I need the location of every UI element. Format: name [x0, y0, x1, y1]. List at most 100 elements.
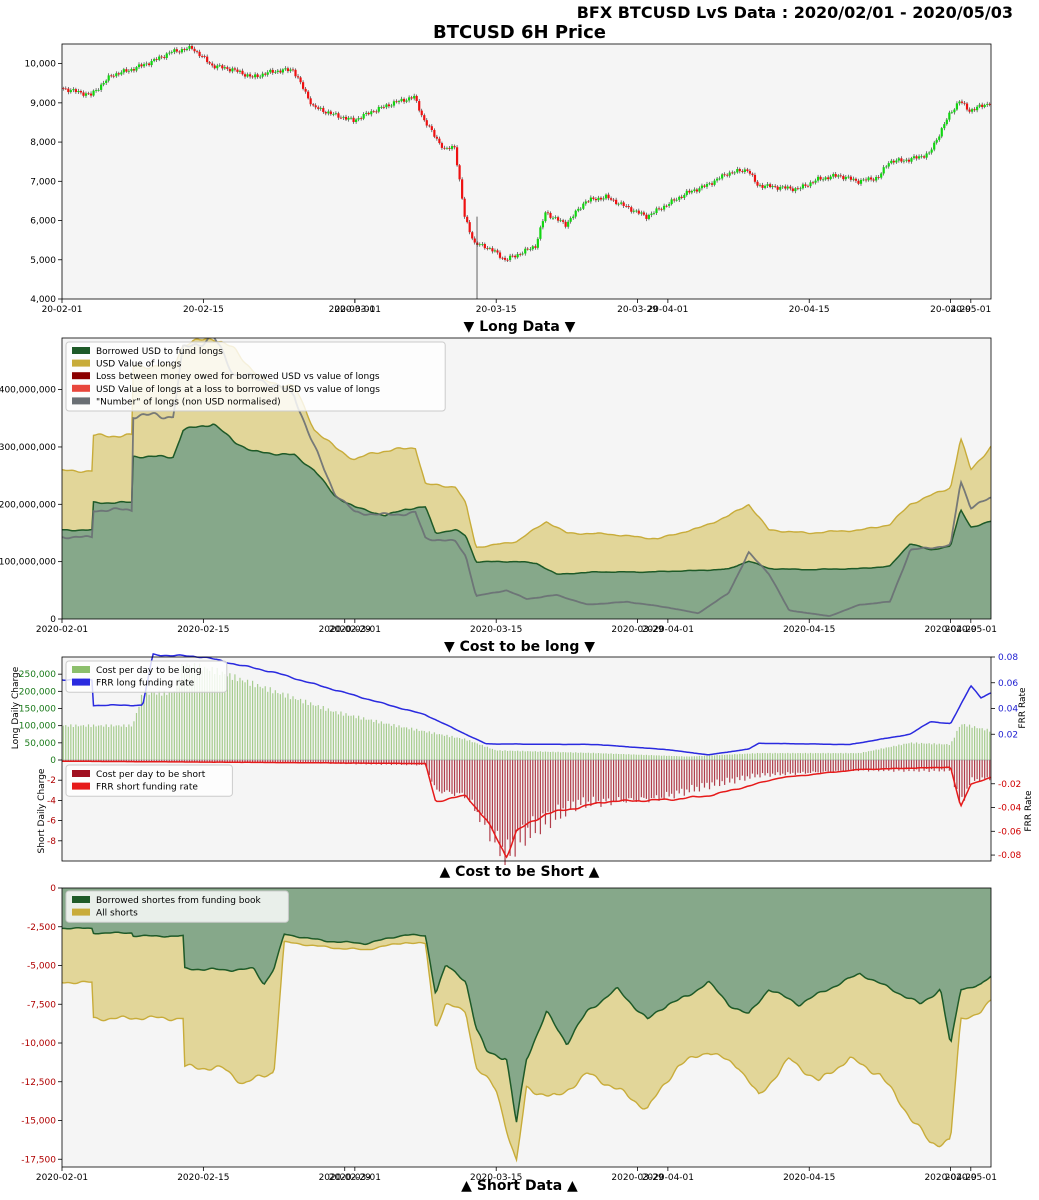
price-candle-body — [122, 69, 125, 73]
price-candle-body — [112, 75, 115, 77]
price-candle — [337, 111, 340, 120]
price-candle-body — [945, 119, 948, 125]
price-ytick-label: 6,000 — [30, 217, 56, 227]
price-candle-body — [854, 178, 858, 181]
price-candle-body — [920, 156, 923, 158]
price-candle — [915, 154, 918, 161]
price-candle — [400, 96, 403, 103]
price-candle-body — [907, 159, 911, 162]
price-candle — [117, 71, 120, 77]
price-candle-body — [453, 146, 456, 148]
price-candle — [266, 70, 269, 77]
price-candle-body — [683, 194, 686, 198]
price-candle — [329, 109, 332, 116]
price-candle — [776, 185, 779, 192]
price-candle — [748, 168, 752, 176]
price-candle-body — [450, 146, 454, 149]
price-candle — [158, 54, 161, 62]
price-candle — [453, 144, 456, 150]
price-candle — [178, 50, 181, 55]
price-candle — [165, 52, 168, 60]
price-candle-body — [261, 73, 264, 77]
price-candle — [69, 88, 72, 94]
price-candle-body — [281, 69, 284, 73]
price-candle-body — [266, 72, 269, 75]
price-candle-body — [246, 74, 249, 77]
price-candle — [844, 175, 847, 182]
price-candle-body — [769, 184, 772, 188]
cost-long-ytick-right-label: 0.02 — [998, 730, 1018, 740]
price-candle-body — [960, 101, 964, 103]
price-candle-body — [415, 95, 418, 102]
price-candle-body — [536, 238, 539, 248]
price-candle-body — [319, 107, 322, 109]
price-candle — [324, 110, 327, 116]
price-candle-body — [710, 183, 714, 185]
price-candle-body — [587, 201, 590, 203]
price-candle-body — [155, 59, 158, 60]
price-candle-body — [869, 177, 873, 180]
price-candle — [668, 202, 671, 208]
price-candle-body — [943, 124, 946, 129]
price-candle — [173, 47, 176, 55]
price-candle-body — [935, 139, 938, 143]
price-candle — [259, 74, 262, 79]
price-ytick-label: 7,000 — [30, 177, 56, 187]
price-candle-body — [650, 213, 653, 215]
price-candle-body — [69, 90, 72, 93]
price-candle-body — [627, 206, 630, 208]
price-candle — [801, 182, 805, 190]
cost-long-ytick-right-label: 0.04 — [998, 705, 1018, 715]
price-candle — [612, 197, 615, 202]
price-candle-body — [890, 160, 893, 164]
price-candle — [190, 44, 194, 51]
price-candle-body — [142, 64, 146, 67]
price-candle — [756, 179, 759, 188]
price-candle-body — [529, 249, 532, 250]
price-candle-body — [695, 189, 699, 192]
price-candle-body — [317, 107, 320, 109]
cost-long-ytick-label: 100,000 — [19, 722, 56, 732]
long-legend-label: USD Value of longs — [96, 360, 182, 370]
price-candle — [241, 68, 244, 76]
price-candle — [738, 167, 741, 174]
price-candle — [597, 195, 600, 202]
price-candle — [602, 196, 605, 202]
price-candle-body — [622, 202, 625, 206]
price-candle-body — [339, 117, 343, 119]
price-candle-body — [766, 184, 769, 186]
cost-long-title: ▼ Cost to be long ▼ — [443, 639, 596, 655]
price-candle — [650, 211, 653, 218]
price-candle-body — [786, 186, 789, 189]
price-candle-body — [617, 203, 620, 205]
price-candle — [806, 184, 810, 188]
cost-short-legend-box — [65, 764, 233, 797]
price-candle — [218, 63, 221, 67]
price-candle — [627, 204, 630, 210]
short-xtick-label: 2020-04-29 — [924, 1173, 977, 1183]
price-candle-body — [198, 51, 201, 57]
price-candle-body — [117, 73, 120, 75]
price-candle — [62, 86, 65, 91]
price-candle-body — [190, 45, 194, 49]
price-candle-body — [163, 57, 166, 58]
price-candle-body — [690, 190, 693, 193]
short-xtick-label: 2020-03-15 — [470, 1173, 522, 1183]
price-candle — [153, 57, 156, 63]
long-xtick-label: 2020-04-01 — [642, 625, 694, 635]
price-candle-body — [168, 52, 171, 54]
price-candle-body — [784, 186, 787, 189]
price-candle — [203, 54, 206, 59]
short-ytick-label: -15,000 — [21, 1117, 56, 1127]
price-candle-body — [519, 254, 522, 255]
frr-long-line — [61, 652, 992, 756]
price-candle — [862, 177, 865, 182]
price-candle-body — [534, 246, 537, 248]
price-candle-body — [120, 72, 123, 75]
price-candle — [771, 184, 774, 190]
price-candle — [94, 88, 98, 93]
borrowed-shorts-line — [62, 927, 991, 1123]
price-candle — [713, 178, 716, 187]
price-candle-body — [662, 205, 666, 210]
frr-short-line — [62, 760, 992, 859]
